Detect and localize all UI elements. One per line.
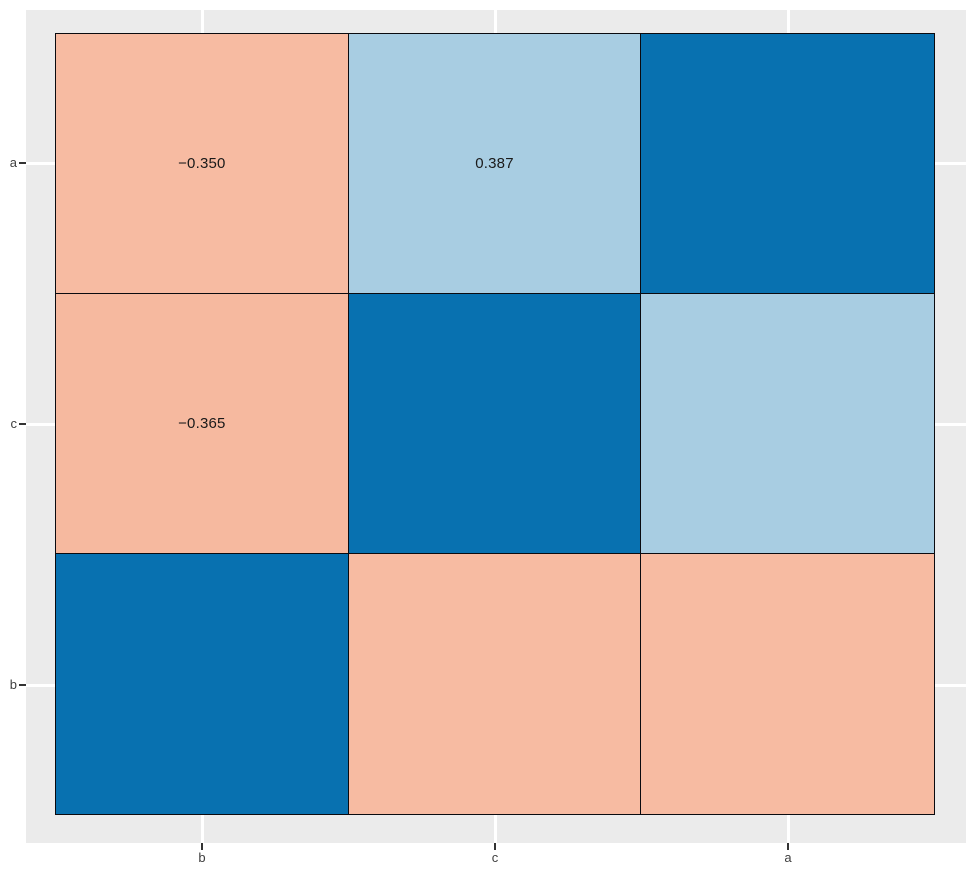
y-axis-tick-mark — [19, 162, 26, 164]
x-axis-tick-mark — [201, 843, 203, 850]
heatmap-cell-b-a — [641, 554, 934, 814]
heatmap-cell-c-b: −0.365 — [56, 294, 349, 554]
heatmap-cell-c-c — [348, 294, 642, 554]
heatmap-cell-a-c: 0.387 — [348, 34, 642, 294]
x-axis-tick-label: a — [784, 850, 792, 865]
y-axis-tick-mark — [19, 423, 26, 425]
heatmap-grid: −0.350 0.387 −0.365 — [55, 33, 935, 815]
cell-value-label: −0.365 — [178, 415, 226, 432]
cell-value-label: −0.350 — [178, 155, 226, 172]
cell-value-label: 0.387 — [475, 155, 514, 172]
y-axis-tick-mark — [19, 684, 26, 686]
plot-panel: −0.350 0.387 −0.365 — [26, 10, 966, 843]
x-axis-tick-label: c — [491, 850, 499, 865]
y-axis-tick-label: a — [9, 155, 17, 170]
heatmap-cell-a-b: −0.350 — [56, 34, 349, 294]
heatmap-cell-b-b — [56, 554, 349, 814]
x-axis-tick-mark — [787, 843, 789, 850]
heatmap-cell-b-c — [348, 554, 642, 814]
y-axis-tick-label: b — [9, 677, 17, 692]
y-axis-tick-label: c — [10, 416, 18, 431]
heatmap-cell-c-a — [641, 294, 934, 554]
x-axis-tick-label: b — [198, 850, 206, 865]
heatmap-cell-a-a — [641, 34, 934, 294]
x-axis-tick-mark — [494, 843, 496, 850]
